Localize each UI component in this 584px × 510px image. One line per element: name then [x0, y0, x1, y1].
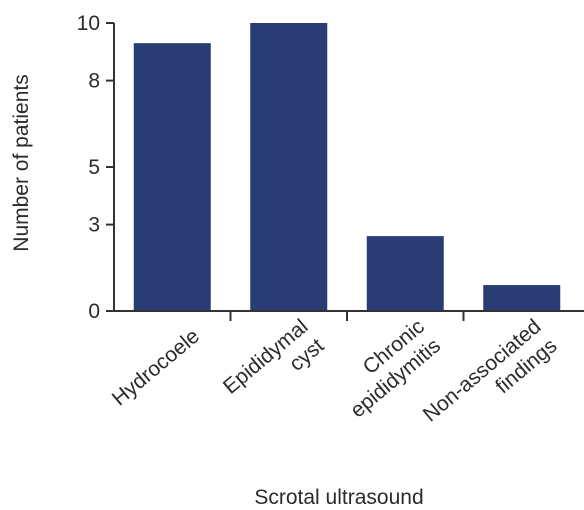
x-tick-label: Hydrocoele	[108, 325, 204, 411]
bar	[366, 236, 444, 311]
y-tick-label: 10	[77, 12, 100, 35]
bar	[133, 43, 211, 311]
y-tick-label: 5	[88, 156, 100, 179]
x-tick-labels: Hydrocoele Epididymalcyst Chronicepididymi…	[108, 315, 562, 446]
y-ticks: 0 3 5 8 10	[77, 12, 114, 323]
y-tick-label: 0	[88, 300, 100, 323]
y-tick-label: 3	[88, 214, 100, 237]
y-axis-title: Number of patients	[10, 74, 33, 251]
x-axis-title: Scrotal ultrasound	[254, 486, 423, 509]
x-tick-label: Epididymalcyst	[219, 315, 329, 418]
bar	[483, 285, 561, 311]
x-tick-label: Non-associatedfindings	[419, 315, 562, 446]
bar	[250, 23, 328, 311]
y-tick-label: 8	[88, 70, 100, 93]
x-tick-label-line: Hydrocoele	[108, 325, 204, 411]
x-ticks	[229, 311, 465, 321]
bars	[133, 23, 561, 311]
